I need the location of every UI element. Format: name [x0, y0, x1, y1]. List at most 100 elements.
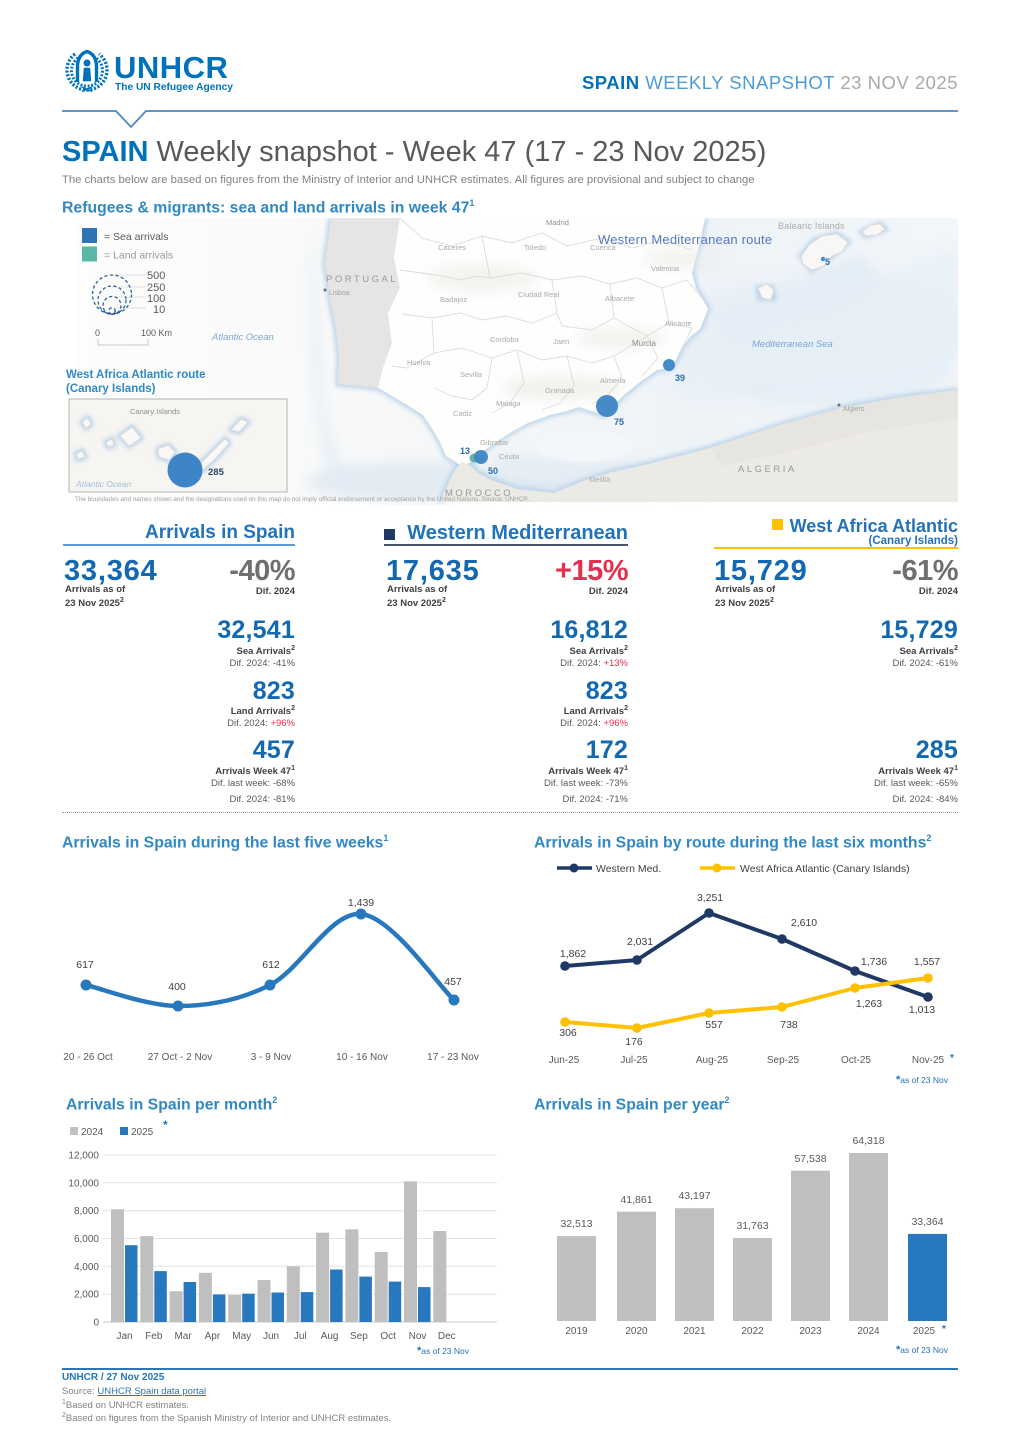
svg-text:2023: 2023 [799, 1326, 822, 1337]
svg-text:3 - 9 Nov: 3 - 9 Nov [251, 1052, 292, 1063]
svg-text:Cordoba: Cordoba [490, 335, 520, 344]
svg-text:32,513: 32,513 [560, 1218, 592, 1230]
svg-text:2024: 2024 [857, 1326, 880, 1337]
svg-text:557: 557 [705, 1019, 723, 1031]
svg-text:Canary Islands: Canary Islands [130, 407, 180, 416]
svg-text:2,000: 2,000 [74, 1290, 99, 1301]
svg-text:Jaen: Jaen [553, 337, 569, 346]
svg-text:2,610: 2,610 [791, 917, 817, 929]
svg-text:13: 13 [460, 446, 470, 456]
svg-text:Almeria: Almeria [600, 376, 626, 385]
svg-text:12,000: 12,000 [68, 1151, 99, 1162]
svg-text:1,736: 1,736 [861, 956, 887, 968]
svg-text:2021: 2021 [683, 1326, 706, 1337]
svg-text:PORTUGAL: PORTUGAL [326, 274, 398, 285]
svg-text:*: * [942, 1324, 946, 1335]
svg-text:*: * [163, 1118, 168, 1132]
svg-text:306: 306 [559, 1027, 577, 1039]
svg-text:Jun-25: Jun-25 [549, 1055, 580, 1066]
svg-text:285: 285 [208, 467, 225, 478]
svg-text:= Land arrivals: = Land arrivals [104, 250, 173, 262]
svg-text:Jun: Jun [263, 1331, 279, 1342]
svg-text:Atlantic Ocean: Atlantic Ocean [211, 332, 274, 343]
svg-text:500: 500 [147, 270, 165, 282]
svg-text:31,763: 31,763 [736, 1220, 768, 1232]
svg-text:Oct-25: Oct-25 [841, 1055, 871, 1066]
svg-text:10: 10 [153, 304, 165, 316]
svg-text:Mediterranean Sea: Mediterranean Sea [752, 339, 833, 350]
svg-text:400: 400 [168, 981, 186, 993]
svg-text:Granada: Granada [545, 386, 575, 395]
svg-text:Sep-25: Sep-25 [767, 1055, 800, 1066]
svg-text:Murcia: Murcia [632, 339, 657, 348]
svg-text:39: 39 [675, 373, 685, 383]
svg-text:*: * [950, 1053, 954, 1064]
svg-text:20 - 26 Oct: 20 - 26 Oct [63, 1052, 113, 1063]
svg-text:4,000: 4,000 [74, 1262, 99, 1273]
svg-text:3,251: 3,251 [697, 892, 723, 904]
svg-text:2020: 2020 [625, 1326, 648, 1337]
svg-text:Caceres: Caceres [438, 243, 466, 252]
svg-text:Feb: Feb [145, 1331, 163, 1342]
svg-text:57,538: 57,538 [794, 1153, 826, 1165]
svg-text:100: 100 [147, 293, 165, 305]
svg-text:Atlantic Ocean: Atlantic Ocean [75, 479, 132, 489]
svg-text:1,013: 1,013 [909, 1004, 935, 1016]
svg-text:Aug-25: Aug-25 [696, 1055, 729, 1066]
svg-text:1,263: 1,263 [856, 998, 882, 1010]
svg-text:Cuenca: Cuenca [590, 243, 617, 252]
svg-text:Valencia: Valencia [651, 264, 680, 273]
svg-text:= Sea arrivals: = Sea arrivals [104, 231, 169, 243]
svg-text:100 Km: 100 Km [141, 328, 172, 338]
svg-text:The boundaries and names shown: The boundaries and names shown and the d… [75, 496, 530, 503]
svg-text:Madrid: Madrid [546, 218, 569, 227]
svg-text:2019: 2019 [565, 1326, 588, 1337]
svg-text:0: 0 [93, 1318, 99, 1329]
svg-text:*as of 23 Nov: *as of 23 Nov [417, 1345, 470, 1357]
svg-text:Nov: Nov [409, 1331, 427, 1342]
svg-text:0: 0 [95, 328, 100, 338]
svg-text:Malaga: Malaga [496, 399, 521, 408]
svg-text:Albacete: Albacete [605, 294, 634, 303]
svg-text:Huelva: Huelva [407, 358, 431, 367]
svg-text:Algiers: Algiers [843, 406, 865, 413]
svg-text:1,862: 1,862 [560, 948, 586, 960]
svg-text:27 Oct - 2 Nov: 27 Oct - 2 Nov [148, 1052, 212, 1063]
svg-text:Oct: Oct [380, 1331, 396, 1342]
svg-text:Western Med.: Western Med. [596, 863, 661, 875]
svg-text:Jul: Jul [294, 1331, 307, 1342]
svg-text:Western Mediterranean route: Western Mediterranean route [598, 232, 772, 247]
svg-text:Dec: Dec [438, 1331, 456, 1342]
svg-text:457: 457 [444, 976, 462, 988]
svg-text:10,000: 10,000 [68, 1178, 99, 1189]
svg-text:Alicante: Alicante [665, 319, 692, 328]
svg-text:Sevilla: Sevilla [460, 370, 483, 379]
svg-text:1,557: 1,557 [914, 956, 940, 968]
svg-text:176: 176 [625, 1036, 643, 1048]
svg-text:43,197: 43,197 [678, 1190, 710, 1202]
svg-text:(Canary Islands): (Canary Islands) [66, 383, 156, 395]
svg-text:Mar: Mar [174, 1331, 192, 1342]
svg-text:2,031: 2,031 [627, 936, 653, 948]
svg-text:41,861: 41,861 [620, 1194, 652, 1206]
svg-text:5: 5 [825, 257, 830, 267]
svg-text:Sep: Sep [350, 1331, 368, 1342]
svg-text:Cadiz: Cadiz [453, 409, 472, 418]
svg-text:2022: 2022 [741, 1326, 764, 1337]
svg-text:Toledo: Toledo [524, 243, 546, 252]
svg-text:1,439: 1,439 [348, 897, 374, 909]
svg-text:33,364: 33,364 [911, 1216, 943, 1228]
svg-text:17 - 23 Nov: 17 - 23 Nov [427, 1052, 479, 1063]
svg-text:250: 250 [147, 282, 165, 294]
svg-text:Badajoz: Badajoz [440, 295, 467, 304]
svg-text:75: 75 [614, 417, 624, 427]
svg-text:May: May [232, 1331, 251, 1342]
svg-text:Ciudad Real: Ciudad Real [518, 290, 560, 299]
svg-text:Gibraltar: Gibraltar [480, 438, 509, 447]
svg-text:Lisboa: Lisboa [329, 290, 350, 297]
svg-text:8,000: 8,000 [74, 1206, 99, 1217]
svg-text:10 - 16 Nov: 10 - 16 Nov [336, 1052, 388, 1063]
svg-text:50: 50 [488, 466, 498, 476]
svg-text:The UN Refugee Agency: The UN Refugee Agency [115, 82, 233, 93]
svg-text:Apr: Apr [205, 1331, 221, 1342]
